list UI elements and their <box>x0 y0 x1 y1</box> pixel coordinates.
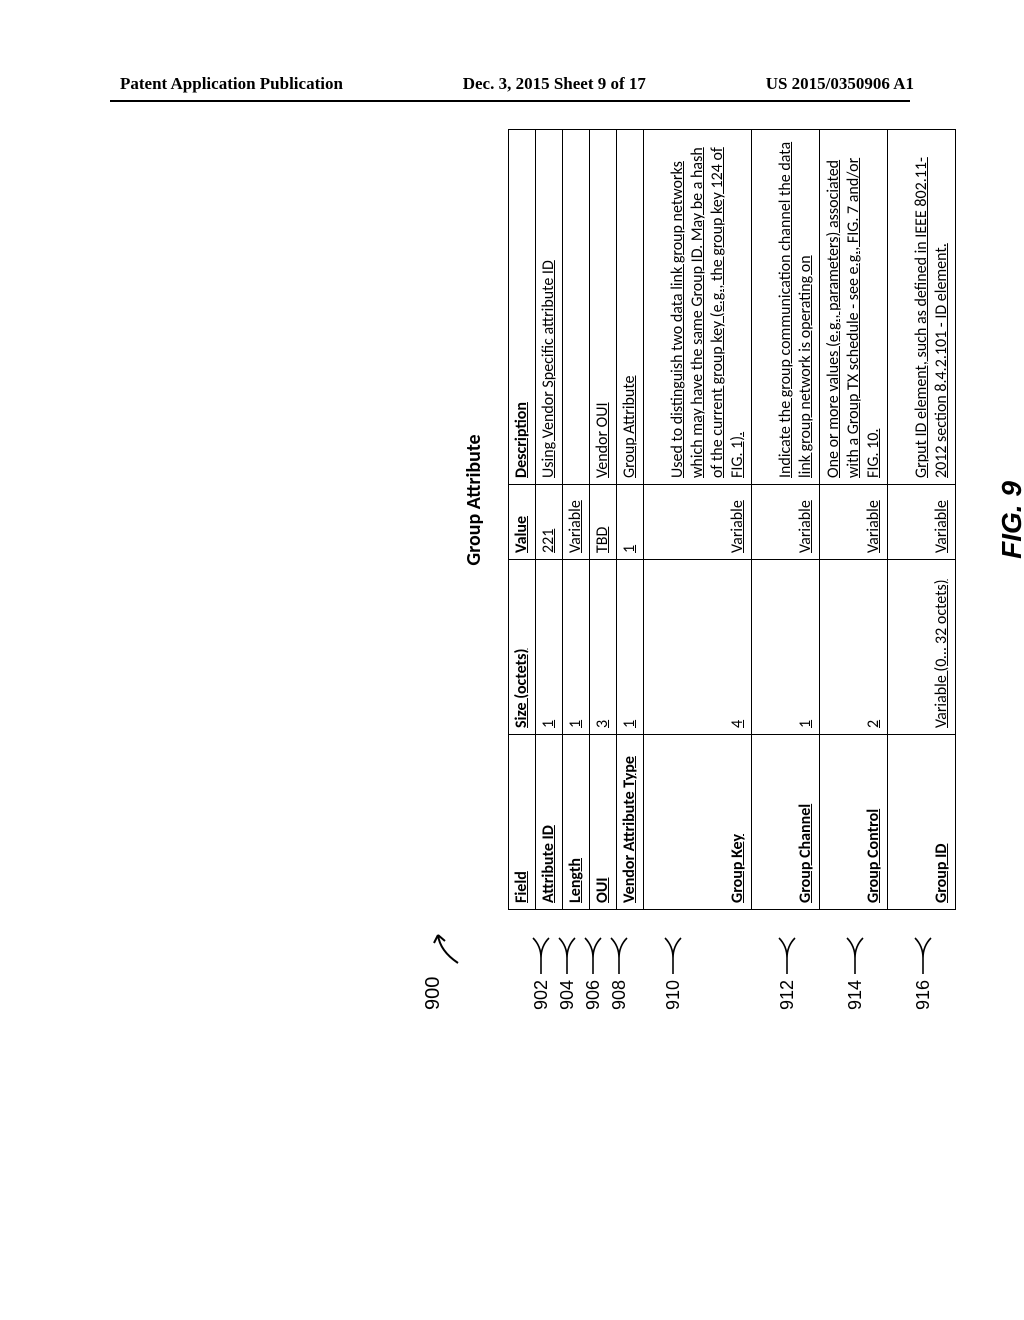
table-row: Vendor Attribute Type11Group Attribute <box>617 130 644 910</box>
table-cell: 1 <box>617 560 644 735</box>
table-cell: Vendor OUI <box>590 130 617 485</box>
table-cell: Vendor Attribute Type <box>617 735 644 910</box>
table-cell: Group Channel <box>752 735 820 910</box>
row-ref-label: 912 <box>776 922 798 1010</box>
row-labels-column: 902904906908 910 912 914 916 <box>508 910 956 1010</box>
col-field: Field <box>509 735 536 910</box>
table-cell: Group ID <box>888 735 956 910</box>
connector-icon <box>608 922 630 976</box>
connector-icon <box>844 922 866 976</box>
table-cell: Group Attribute <box>617 130 644 485</box>
table-cell: 1 <box>617 485 644 560</box>
row-ref-label: 910 <box>662 922 684 1010</box>
table-cell: 1 <box>563 560 590 735</box>
table-cell: Variable <box>563 485 590 560</box>
col-size: Size (octets) <box>509 560 536 735</box>
table-cell: TBD <box>590 485 617 560</box>
arrow-icon <box>432 925 462 965</box>
table-body: Attribute ID1221Using Vendor Specific at… <box>536 130 956 910</box>
table-header-row: Field Size (octets) Value Description <box>509 130 536 910</box>
col-desc: Description <box>509 130 536 485</box>
table-row: Group Control2VariableOne or more values… <box>820 130 888 910</box>
connector-icon <box>662 922 684 976</box>
table-cell: 1 <box>536 560 563 735</box>
table-cell: Using Vendor Specific attribute ID <box>536 130 563 485</box>
table-cell: Group Control <box>820 735 888 910</box>
table-cell: OUI <box>590 735 617 910</box>
row-ref-label: 914 <box>844 922 866 1010</box>
row-ref-label: 906 <box>582 922 604 1010</box>
connector-icon <box>582 922 604 976</box>
table-cell: One or more values (e.g., parameters) as… <box>820 130 888 485</box>
table-cell: Group Key <box>644 735 752 910</box>
connector-icon <box>776 922 798 976</box>
table-row: Attribute ID1221Using Vendor Specific at… <box>536 130 563 910</box>
row-ref-label: 908 <box>608 922 630 1010</box>
table-cell: Attribute ID <box>536 735 563 910</box>
row-ref-label: 916 <box>912 922 934 1010</box>
table-cell: 2 <box>820 560 888 735</box>
figure-title: Group Attribute <box>462 190 486 810</box>
table-row: Group Key4VariableUsed to distinguish tw… <box>644 130 752 910</box>
table-cell: Variable <box>752 485 820 560</box>
group-attribute-table: Field Size (octets) Value Description At… <box>508 129 956 910</box>
col-value: Value <box>509 485 536 560</box>
ref-number-900: 900 <box>422 977 445 1010</box>
table-cell: Used to distinguish two data link group … <box>644 130 752 485</box>
connector-icon <box>912 922 934 976</box>
table-cell: 1 <box>752 560 820 735</box>
figure-caption: FIG. 9 <box>996 130 1024 910</box>
table-cell: 3 <box>590 560 617 735</box>
row-ref-label: 904 <box>556 922 578 1010</box>
table-cell: Variable <box>644 485 752 560</box>
table-row: Group Channel1VariableIndicate the group… <box>752 130 820 910</box>
table-cell: Indicate the group communication channel… <box>752 130 820 485</box>
table-row: OUI3TBDVendor OUI <box>590 130 617 910</box>
table-cell: Variable <box>888 485 956 560</box>
table-cell <box>563 130 590 485</box>
table-row: Group IDVariable (0… 32 octets)VariableG… <box>888 130 956 910</box>
figure-9: 900 Group Attribute 90290490690891091291… <box>162 50 862 1050</box>
table-row: Length1Variable <box>563 130 590 910</box>
connector-icon <box>556 922 578 976</box>
table-cell: 221 <box>536 485 563 560</box>
connector-icon <box>530 922 552 976</box>
table-cell: Variable <box>820 485 888 560</box>
table-cell: Length <box>563 735 590 910</box>
table-cell: 4 <box>644 560 752 735</box>
table-cell: Variable (0… 32 octets) <box>888 560 956 735</box>
row-ref-label: 902 <box>530 922 552 1010</box>
table-cell: Grput ID element, such as defined in IEE… <box>888 130 956 485</box>
